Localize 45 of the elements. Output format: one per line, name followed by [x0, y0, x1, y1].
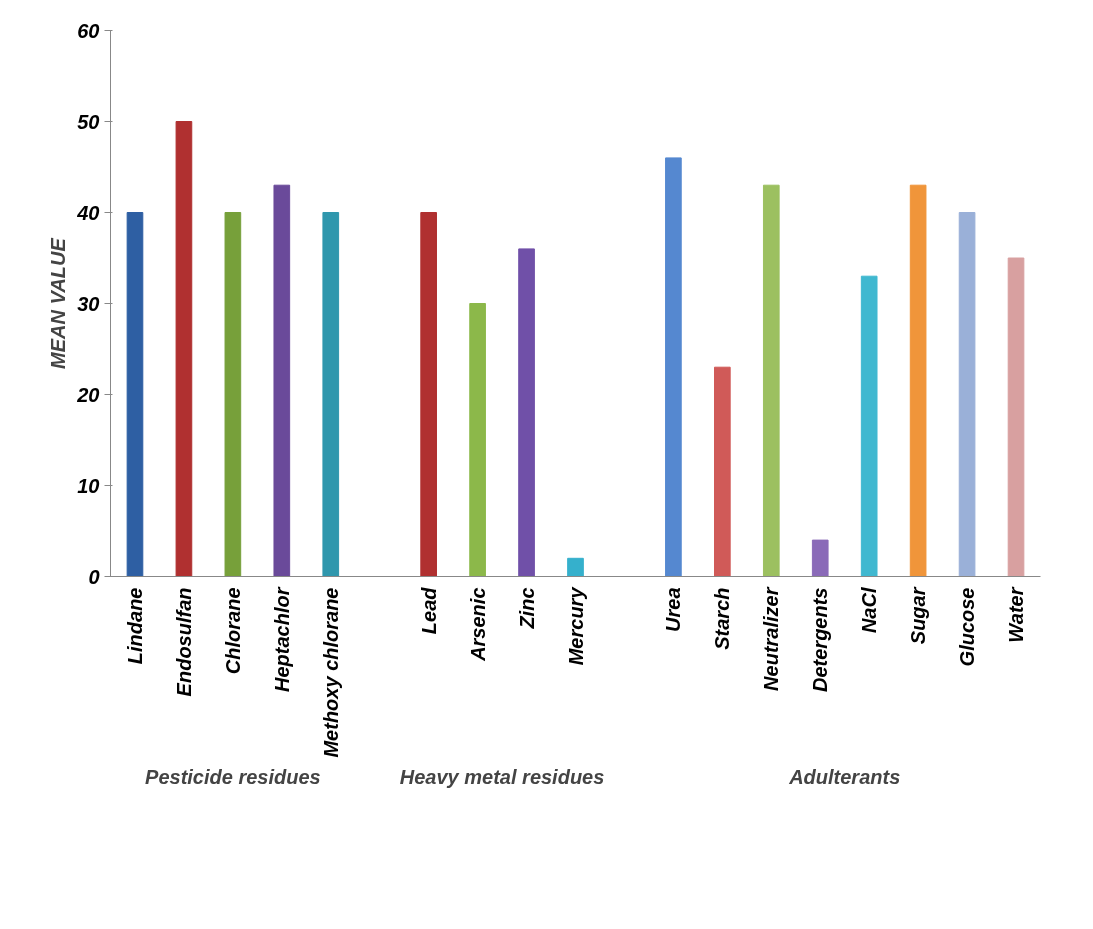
y-axis-title: MEAN VALUE	[47, 237, 70, 369]
x-tick-label: Mercury	[564, 586, 587, 666]
bar	[518, 248, 535, 577]
bar	[273, 184, 291, 577]
x-tick-label: Arsenic	[466, 587, 489, 662]
x-tick-label: Lindane	[123, 587, 146, 665]
x-tick-label: Starch	[711, 587, 734, 650]
y-tick-label: 10	[77, 474, 100, 497]
x-tick-label: NaCl	[858, 587, 881, 634]
bar	[811, 539, 829, 577]
y-tick-label: 50	[77, 110, 100, 133]
x-tick-label: Methoxy chlorane	[319, 587, 342, 758]
bar	[762, 184, 780, 577]
y-tick-label: 30	[77, 292, 100, 315]
y-tick-label: 40	[76, 201, 100, 224]
bar	[567, 557, 584, 577]
x-tick-label: Sugar	[907, 586, 930, 645]
x-tick-label: Zinc	[515, 587, 538, 630]
bar	[860, 275, 878, 577]
text: Heavy metal residues	[399, 765, 605, 788]
y-tick-label: 20	[76, 383, 100, 406]
x-tick-label: Lead	[417, 586, 440, 635]
x-tick-label: Neutralizer	[760, 586, 783, 691]
text: Pesticide residues	[145, 765, 321, 788]
bar	[958, 212, 976, 577]
x-tick-label: Water	[1005, 586, 1028, 643]
x-tick-label: Urea	[662, 587, 685, 632]
bar	[1007, 257, 1025, 577]
x-tick-label: Endosulfan	[172, 587, 195, 697]
bar	[420, 212, 437, 577]
bar	[175, 121, 193, 577]
bar	[714, 366, 731, 577]
x-tick-label: Detergents	[809, 587, 832, 692]
x-tick-label: Glucose	[956, 587, 979, 667]
y-tick-label: 0	[88, 565, 100, 588]
x-tick-label: Chlorane	[221, 587, 244, 675]
bar	[224, 212, 242, 577]
text: Adulterants	[788, 765, 901, 788]
bar	[665, 157, 682, 577]
bar	[126, 212, 144, 577]
bar	[469, 303, 486, 577]
y-tick-label: 60	[77, 19, 100, 42]
x-tick-label: Heptachlor	[270, 586, 293, 692]
bar	[322, 212, 340, 577]
bar	[909, 184, 927, 577]
